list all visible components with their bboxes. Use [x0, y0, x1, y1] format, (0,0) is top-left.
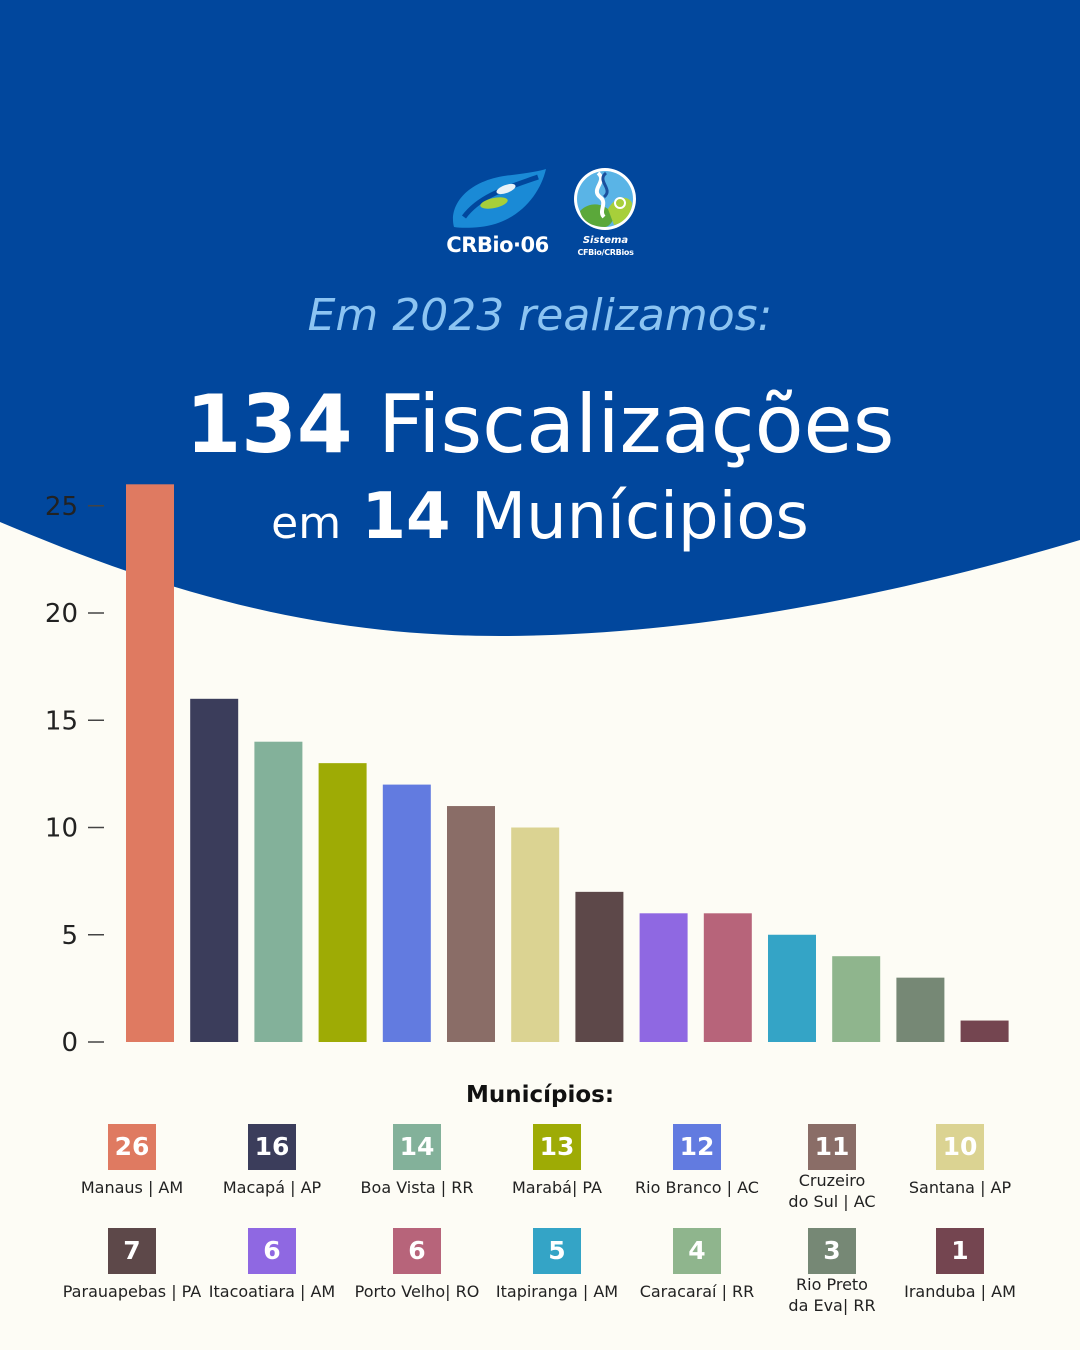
headline-text: Fiscalizações [378, 378, 895, 471]
bar [960, 1020, 1009, 1042]
headline2-number: 14 [361, 480, 451, 554]
y-axis: 0 5 10 15 20 25 [45, 492, 104, 1058]
y-tick-label: 20 [45, 599, 78, 629]
legend-label: Boa Vista | RR [360, 1178, 474, 1197]
legend-label: Manaus | AM [80, 1178, 184, 1197]
legend-value-badge: 6 [248, 1228, 296, 1274]
legend-label: Caracaraí | RR [639, 1282, 755, 1301]
legend-value-badge: 5 [533, 1228, 581, 1274]
legend-label: Macapá | AP [222, 1178, 322, 1197]
subtitle: Em 2023 realizamos: [307, 290, 773, 341]
crbio-logo-text: CRBio·06 [446, 233, 549, 257]
bar [832, 956, 881, 1042]
legend-value-badge: 16 [248, 1124, 296, 1170]
legend-item: 5 Itapiranga | AM [482, 1228, 632, 1302]
headline-municipios: em 14 Munícipios [0, 477, 1080, 564]
bar [896, 977, 945, 1042]
legend-value-badge: 14 [393, 1124, 441, 1170]
legend-label: Cruzeiro do Sul | AC [788, 1171, 876, 1211]
leaf-icon [452, 169, 546, 228]
sistema-logo: Sistema CFBio/CRBios [568, 165, 643, 265]
legend-item: 1 Iranduba | AM [885, 1228, 1035, 1302]
legend-value-badge: 7 [108, 1228, 156, 1274]
legend-item: 26 Manaus | AM [57, 1124, 207, 1198]
y-tick-label: 10 [45, 814, 78, 844]
legend-item: 16 Macapá | AP [197, 1124, 347, 1198]
bar [511, 827, 560, 1042]
bar [575, 891, 624, 1042]
headline-number: 134 [185, 378, 353, 471]
legend-value-badge: 26 [108, 1124, 156, 1170]
bar [639, 913, 688, 1042]
legend-label: Marabá| PA [512, 1178, 602, 1197]
dna-globe-icon [574, 168, 636, 230]
headline2-prefix: em [271, 498, 342, 549]
header-wave [0, 0, 1080, 636]
legend-label: Porto Velho| RO [354, 1282, 480, 1301]
legend-item: 13 Marabá| PA [482, 1124, 632, 1198]
legend-label: Parauapebas | PA [62, 1282, 202, 1301]
legend-item: 11 Cruzeiro do Sul | AC [757, 1124, 907, 1212]
legend-label: Rio Preto da Eva| RR [788, 1275, 876, 1315]
legend-value-badge: 3 [808, 1228, 856, 1274]
bar-chart: 0 5 10 15 20 25 [45, 484, 1009, 1058]
legend-label: Rio Branco | AC [635, 1178, 759, 1197]
legend-label: Itapiranga | AM [495, 1282, 619, 1301]
y-tick-label: 5 [61, 921, 78, 951]
legend-title: Municípios: [465, 1082, 615, 1108]
legend-value-badge: 6 [393, 1228, 441, 1274]
legend-item: 3 Rio Preto da Eva| RR [757, 1228, 907, 1316]
legend-value-badge: 10 [936, 1124, 984, 1170]
legend-item: 12 Rio Branco | AC [622, 1124, 772, 1198]
headline-total: 134 Fiscalizações [0, 375, 1080, 475]
bar [703, 913, 752, 1042]
bar [382, 784, 431, 1042]
y-tick-label: 15 [45, 706, 78, 736]
legend-item: 4 Caracaraí | RR [622, 1228, 772, 1302]
legend-value-badge: 12 [673, 1124, 721, 1170]
legend-item: 6 Itacoatiara | AM [197, 1228, 347, 1302]
crbio-logo: CRBio·06 [440, 165, 555, 265]
legend-value-badge: 11 [808, 1124, 856, 1170]
legend-label: Itacoatiara | AM [208, 1282, 336, 1301]
legend-item: 14 Boa Vista | RR [342, 1124, 492, 1198]
legend-value-badge: 4 [673, 1228, 721, 1274]
bar [768, 934, 816, 1042]
legend-value-badge: 1 [936, 1228, 984, 1274]
y-tick-label: 25 [45, 492, 78, 522]
legend-item: 7 Parauapebas | PA [57, 1228, 207, 1302]
headline2-text: Munícipios [470, 480, 809, 554]
bar [254, 741, 303, 1042]
logos: CRBio·06 Sistema CFBio/CRBios [0, 165, 1080, 265]
bar [318, 763, 367, 1042]
bars [126, 484, 1009, 1042]
legend-value-badge: 13 [533, 1124, 581, 1170]
bar [190, 698, 239, 1042]
legend-label: Iranduba | AM [904, 1282, 1016, 1301]
legend-label: Santana | AP [908, 1178, 1012, 1197]
legend-item: 10 Santana | AP [885, 1124, 1035, 1198]
sistema-logo-text: Sistema [582, 235, 629, 246]
bar [447, 806, 495, 1042]
sistema-logo-subtext: CFBio/CRBios [577, 248, 634, 257]
y-tick-label: 0 [61, 1028, 78, 1058]
legend-item: 6 Porto Velho| RO [342, 1228, 492, 1302]
bar [126, 484, 174, 1042]
